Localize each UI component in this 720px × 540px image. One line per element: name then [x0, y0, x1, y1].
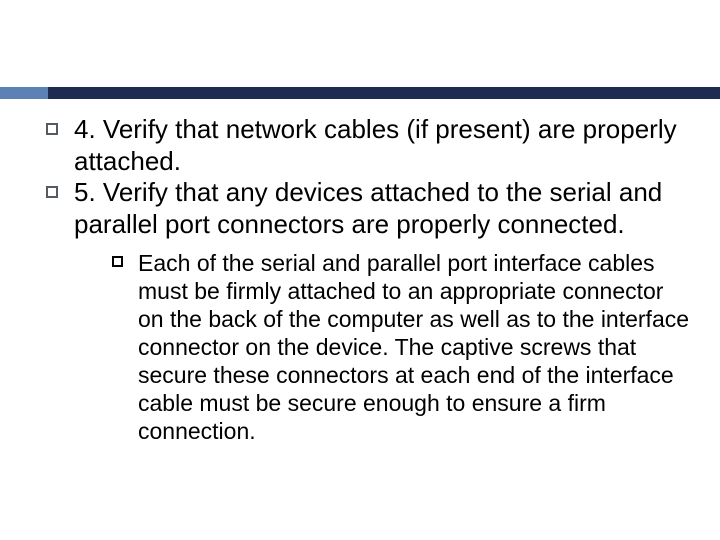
- list-item: 4. Verify that network cables (if presen…: [40, 114, 690, 177]
- hollow-square-bullet-icon: [46, 123, 58, 135]
- list-item: 5. Verify that any devices attached to t…: [40, 177, 690, 445]
- hollow-square-bullet-icon: [112, 256, 123, 267]
- sub-list-item-text: Each of the serial and parallel port int…: [138, 250, 689, 444]
- hollow-square-bullet-icon: [46, 186, 58, 198]
- sub-list-item: Each of the serial and parallel port int…: [108, 249, 690, 445]
- list-item-text: 4. Verify that network cables (if presen…: [74, 114, 677, 176]
- slide: 4. Verify that network cables (if presen…: [0, 0, 720, 540]
- main-list: 4. Verify that network cables (if presen…: [40, 114, 690, 445]
- content-area: 4. Verify that network cables (if presen…: [40, 114, 690, 445]
- accent-bar-right: [48, 87, 720, 99]
- accent-bar-left: [0, 87, 48, 99]
- sub-list: Each of the serial and parallel port int…: [108, 249, 690, 445]
- list-item-text: 5. Verify that any devices attached to t…: [74, 177, 662, 239]
